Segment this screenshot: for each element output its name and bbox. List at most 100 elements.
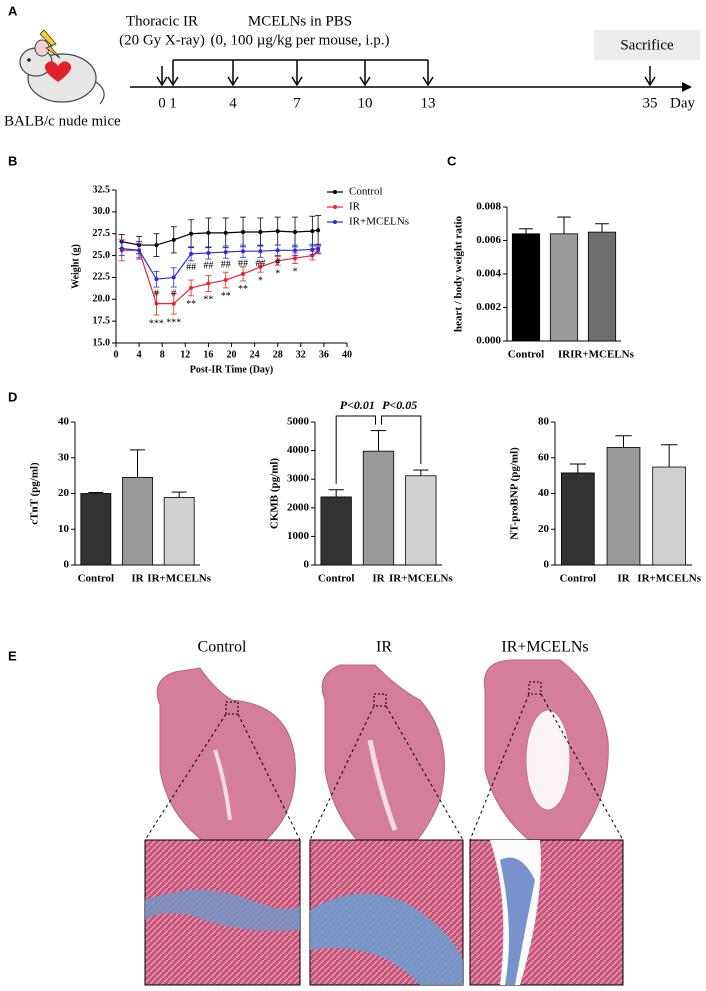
significance-mark: * xyxy=(293,267,298,278)
significance-mark: * xyxy=(275,268,280,279)
y-tick-label: 0.008 xyxy=(476,201,501,213)
x-tick-label: 20 xyxy=(227,349,237,360)
y-tick-label: 15.0 xyxy=(93,337,111,348)
x-axis-title: Post-IR Time (Day) xyxy=(190,364,274,375)
y-tick-label: 0 xyxy=(304,559,310,571)
y-tick-label: 30 xyxy=(58,451,70,463)
x-tick-label: 40 xyxy=(342,349,352,360)
x-tick-label: 32 xyxy=(296,349,306,360)
comparison-bracket xyxy=(381,415,422,465)
day-arrowhead xyxy=(167,76,179,87)
y-tick-label: 10 xyxy=(58,523,70,535)
y-axis-title: heart / body weight ratio xyxy=(453,215,465,332)
x-tick-label: IR+MCELNs xyxy=(389,573,453,585)
data-point xyxy=(258,229,263,234)
histology-images xyxy=(144,659,624,986)
y-tick-label: 1000 xyxy=(287,530,310,542)
data-point xyxy=(171,275,176,280)
data-point xyxy=(310,229,315,234)
data-point xyxy=(293,256,298,261)
bar xyxy=(362,450,395,566)
significance-mark: ** xyxy=(221,291,231,302)
data-point xyxy=(137,248,142,253)
data-point xyxy=(154,243,159,248)
data-point xyxy=(189,251,194,256)
x-tick-label: IR+MCELNs xyxy=(147,573,211,585)
day-label: 4 xyxy=(229,95,237,111)
panel-label: D xyxy=(8,389,17,404)
y-tick-label: 5000 xyxy=(287,416,310,428)
x-tick-label: IR xyxy=(372,573,385,585)
data-point xyxy=(275,248,280,253)
legend-label: IR xyxy=(349,201,361,213)
day-label: 1 xyxy=(169,95,177,111)
significance-mark: # xyxy=(275,257,280,268)
significance-mark: * xyxy=(258,275,263,286)
data-point xyxy=(293,248,298,253)
day-arrowhead xyxy=(422,76,434,87)
x-tick-label: IR xyxy=(131,573,144,585)
data-point xyxy=(171,237,176,242)
y-tick-label: 0.002 xyxy=(476,301,501,313)
day-label: 0 xyxy=(158,95,166,111)
y-tick-label: 32.5 xyxy=(93,184,111,195)
significance-mark: ## xyxy=(238,259,248,270)
legend-marker xyxy=(333,220,337,224)
y-tick-label: 27.5 xyxy=(93,228,111,239)
panel-label: C xyxy=(447,153,457,168)
histology-title: Control xyxy=(198,639,247,656)
treatment: MCELNs in PBS xyxy=(248,13,352,29)
y-tick-label: 3000 xyxy=(287,473,310,485)
x-tick-label: 12 xyxy=(180,349,190,360)
y-tick-label: 0.006 xyxy=(476,234,501,246)
x-tick-label: 8 xyxy=(160,349,165,360)
data-point xyxy=(241,229,246,234)
comparison-bracket xyxy=(335,415,376,484)
significance-mark: *** xyxy=(149,318,164,329)
data-point xyxy=(241,271,246,276)
bar xyxy=(587,231,617,342)
data-point xyxy=(189,285,194,290)
irradiation: Thoracic IR xyxy=(126,13,198,29)
data-point xyxy=(316,228,321,233)
panel-label: A xyxy=(8,3,18,18)
data-point xyxy=(223,230,228,235)
data-point xyxy=(223,250,228,255)
bar xyxy=(320,496,352,566)
comparison-label: P<0.05 xyxy=(382,398,417,412)
y-tick-label: 0 xyxy=(544,559,550,571)
y-tick-label: 4000 xyxy=(287,444,310,456)
data-point xyxy=(154,301,159,306)
significance-mark: # xyxy=(171,288,176,299)
legend-marker xyxy=(333,205,337,209)
x-tick-label: IR+MCELNs xyxy=(637,573,701,585)
x-tick-label: Control xyxy=(508,349,544,361)
x-tick-label: 24 xyxy=(250,349,260,360)
data-point xyxy=(275,258,280,263)
y-tick-label: 20 xyxy=(58,487,70,499)
panel-label: E xyxy=(8,648,17,663)
data-point xyxy=(206,281,211,286)
bar xyxy=(511,233,541,342)
x-tick-label: IR xyxy=(558,349,571,361)
x-tick-label: Control xyxy=(318,573,354,585)
data-point xyxy=(206,230,211,235)
endpoint: Sacrifice xyxy=(620,37,674,53)
data-point xyxy=(241,249,246,254)
x-tick-label: 36 xyxy=(319,349,329,360)
day-arrowhead xyxy=(644,76,656,87)
day-arrowhead xyxy=(359,76,371,87)
y-tick-label: 80 xyxy=(538,416,550,428)
data-point xyxy=(258,249,263,254)
data-point xyxy=(258,264,263,269)
x-tick-label: 0 xyxy=(114,349,119,360)
data-point xyxy=(154,277,159,282)
data-point xyxy=(310,247,315,252)
day-arrowhead xyxy=(291,76,303,87)
significance-mark: # xyxy=(154,288,159,299)
bar xyxy=(549,233,579,342)
x-tick-label: Control xyxy=(560,573,596,585)
x-tick-label: IR xyxy=(617,573,630,585)
bar xyxy=(80,493,112,566)
